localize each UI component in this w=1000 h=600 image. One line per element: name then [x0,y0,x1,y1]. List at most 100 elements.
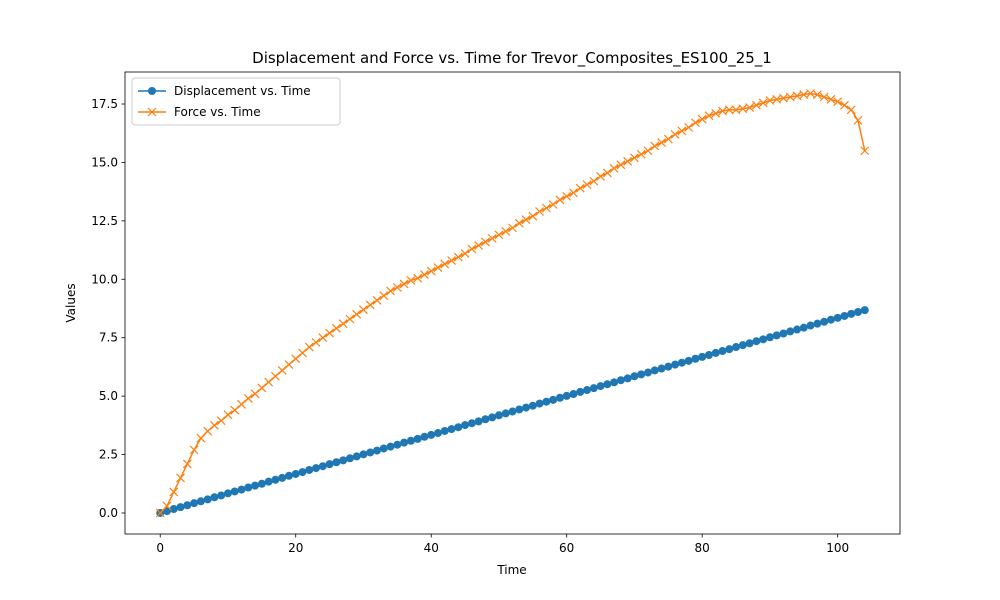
marker [244,483,253,492]
marker [359,305,368,315]
marker [237,399,246,409]
marker [372,295,382,305]
x-axis-label: Time [496,563,526,577]
marker [487,233,497,243]
legend-marker [147,107,157,117]
marker [373,446,382,455]
marker [820,317,829,326]
marker [623,156,633,166]
marker [589,384,598,393]
marker [725,345,734,354]
marker [257,479,266,488]
marker [392,283,402,292]
marker [541,203,551,213]
marker [745,339,754,348]
marker [169,487,179,497]
marker [338,319,348,329]
marker [278,473,287,482]
y-tick-label: 7.5 [99,331,118,345]
marker [399,279,409,289]
marker [393,440,402,449]
x-tick-label: 60 [559,541,574,555]
marker [440,259,450,269]
y-axis-label: Values [64,283,78,322]
marker [433,429,442,438]
marker [325,460,334,469]
legend-label: Force vs. Time [174,105,261,119]
marker [447,425,456,434]
marker [447,256,456,266]
marker [819,92,829,102]
marker [352,309,362,319]
marker [670,129,680,139]
marker [677,126,687,136]
marker [671,360,680,369]
marker [461,421,470,430]
marker [413,273,423,283]
marker [352,452,361,461]
marker [826,315,835,324]
marker [697,114,707,124]
marker [603,380,612,389]
marker [318,333,328,343]
marker [853,307,862,316]
marker [535,399,544,408]
marker [779,329,788,338]
marker [813,319,822,328]
marker [799,323,808,332]
marker [650,141,660,151]
marker [643,368,652,377]
marker [386,286,395,296]
marker [379,444,388,453]
marker [480,237,490,247]
marker [298,468,307,477]
marker [602,168,612,178]
marker [304,342,314,352]
y-tick-label: 15.0 [91,155,118,169]
marker [284,360,294,370]
marker [189,445,199,455]
marker [196,497,205,506]
marker [230,405,240,415]
marker [359,450,368,459]
marker [616,376,625,385]
x-tick-label: 0 [156,541,164,555]
marker [521,215,531,225]
marker [216,416,226,426]
x-tick-label: 20 [288,541,303,555]
marker [596,172,605,181]
y-tick-label: 2.5 [99,448,118,462]
marker [664,362,673,371]
marker [243,394,253,403]
marker [684,356,693,365]
marker [514,218,524,228]
marker [637,370,646,379]
marker [474,417,483,426]
marker [528,401,537,410]
marker [501,226,511,236]
marker [481,415,490,424]
marker [230,487,239,496]
marker [270,371,280,381]
marker [169,504,178,513]
marker [752,337,761,346]
marker [460,249,470,258]
marker [264,377,274,387]
marker [630,153,639,163]
marker [400,438,409,447]
chart-title: Displacement and Force vs. Time for Trev… [252,49,772,68]
marker [623,374,632,383]
marker [264,477,273,486]
marker [508,223,517,233]
marker [426,266,436,276]
marker [386,442,395,451]
marker [508,407,517,416]
marker [610,378,619,387]
marker [765,333,774,342]
marker [704,350,713,359]
marker [548,200,558,209]
marker [453,252,463,262]
marker [684,122,694,132]
marker [812,90,822,100]
marker [826,94,836,104]
